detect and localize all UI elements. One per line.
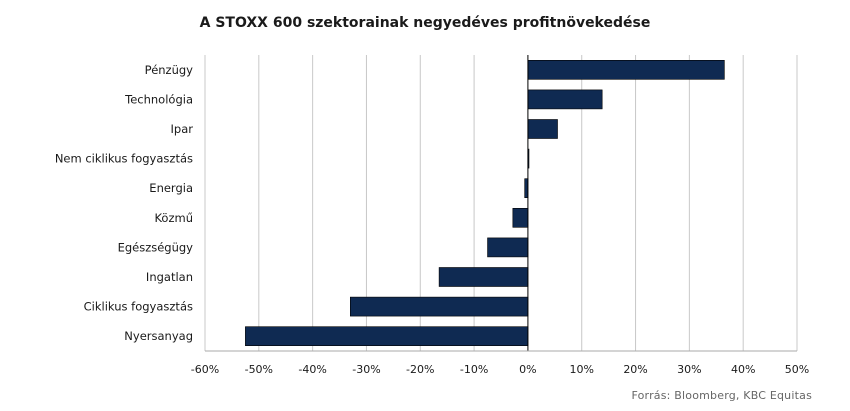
x-tick-label: -30% bbox=[352, 363, 380, 376]
category-label: Nem ciklikus fogyasztás bbox=[55, 152, 193, 166]
bar bbox=[487, 237, 529, 258]
bar bbox=[527, 89, 603, 110]
x-tick-label: 0% bbox=[519, 363, 536, 376]
x-tick-label: -10% bbox=[460, 363, 488, 376]
x-tick-label: 20% bbox=[623, 363, 647, 376]
x-tick-label: 40% bbox=[731, 363, 755, 376]
category-label: Nyersanyag bbox=[124, 329, 193, 343]
bar bbox=[350, 296, 529, 317]
category-label: Energia bbox=[149, 181, 193, 195]
x-tick-label: 30% bbox=[677, 363, 701, 376]
bar bbox=[527, 59, 725, 80]
x-tick-label: -20% bbox=[406, 363, 434, 376]
chart-title: A STOXX 600 szektorainak negyedéves prof… bbox=[199, 15, 651, 31]
x-tick-label: 10% bbox=[570, 363, 594, 376]
x-tick-label: -40% bbox=[298, 363, 326, 376]
bar bbox=[245, 326, 529, 347]
category-label: Technológia bbox=[124, 92, 193, 106]
bar bbox=[527, 119, 558, 139]
x-tick-label: -50% bbox=[245, 363, 273, 376]
tick-labels: -60% -50% -40% -30% -20% -10% 0% 10% 20% 30% 40% 50… bbox=[191, 363, 809, 376]
x-tick-label: 50% bbox=[785, 363, 809, 376]
category-label: Ipar bbox=[171, 122, 194, 136]
bars bbox=[245, 59, 725, 347]
x-tick-label: -60% bbox=[191, 363, 219, 376]
category-label: Ingatlan bbox=[146, 270, 193, 284]
bar bbox=[512, 208, 529, 228]
category-label: Ciklikus fogyasztás bbox=[84, 300, 193, 314]
source-note: Forrás: Bloomberg, KBC Equitas bbox=[631, 389, 812, 402]
axes bbox=[205, 55, 797, 352]
category-label: Egészségügy bbox=[118, 240, 194, 254]
category-label: Közmű bbox=[154, 211, 193, 225]
category-label: Pénzügy bbox=[145, 63, 194, 77]
category-labels: Pénzügy Technológia Ipar Nem ciklikus fogya… bbox=[55, 63, 193, 343]
bar bbox=[438, 267, 529, 287]
